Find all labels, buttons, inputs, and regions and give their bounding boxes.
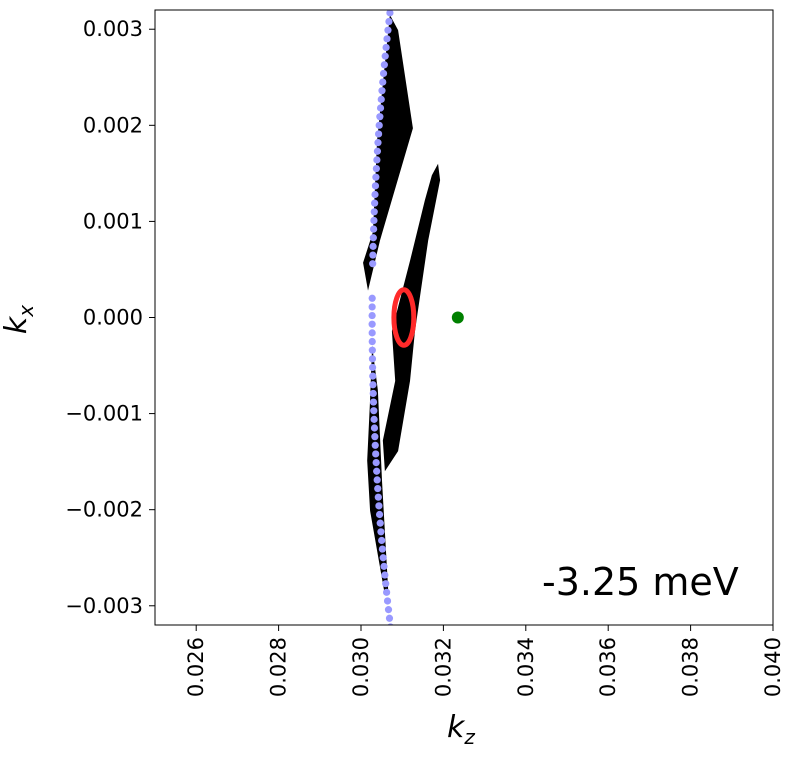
- curve-point: [383, 35, 391, 43]
- y-axis-label: kx: [0, 304, 39, 335]
- y-tick-label: 0.002: [83, 113, 143, 137]
- plot-area: [363, 1, 464, 648]
- curve-point: [373, 467, 381, 475]
- curve-point: [371, 199, 379, 207]
- x-tick-label: 0.028: [267, 637, 291, 697]
- curve-point: [369, 381, 377, 389]
- curve-point: [381, 571, 389, 579]
- curve-point: [385, 17, 393, 26]
- curve-point: [369, 234, 377, 242]
- curve-point: [380, 61, 388, 69]
- curve-point: [384, 606, 393, 614]
- curve-point: [387, 1, 394, 8]
- curve-point: [379, 69, 388, 78]
- curve-point: [387, 623, 394, 625]
- x-tick-label: 0.038: [679, 637, 703, 697]
- curve-point: [381, 52, 389, 60]
- curve-point: [373, 476, 381, 484]
- curve-point: [369, 389, 377, 398]
- curve-point: [368, 337, 376, 346]
- curve-point: [382, 580, 390, 588]
- curve-point: [375, 502, 383, 510]
- curve-point: [375, 121, 383, 129]
- y-tick-label: 0.003: [83, 17, 143, 41]
- curve-point: [369, 242, 377, 250]
- curve-point: [377, 95, 385, 103]
- curve-point: [369, 398, 378, 406]
- curve-point: [368, 329, 376, 337]
- x-tick-label: 0.036: [596, 637, 620, 697]
- fermi-ellipse: [391, 287, 417, 348]
- curve-point: [371, 441, 379, 449]
- curve-point: [386, 10, 394, 17]
- x-axis-label: kz: [447, 710, 475, 749]
- curve-point: [378, 545, 387, 553]
- curve-point: [376, 519, 384, 527]
- curve-point: [378, 536, 386, 545]
- curve-point: [368, 303, 376, 311]
- y-tick-label: −0.002: [65, 498, 143, 522]
- curve-point: [372, 450, 380, 458]
- curve-point: [379, 78, 387, 86]
- curve-point: [369, 372, 377, 380]
- curve-point: [369, 363, 377, 372]
- curve-point: [377, 528, 385, 536]
- x-tick-label: 0.034: [514, 637, 538, 697]
- y-tick-label: 0.001: [83, 209, 143, 233]
- curve-point: [376, 104, 385, 112]
- curve-point: [376, 113, 384, 121]
- curve-point: [383, 588, 391, 596]
- curve-point: [369, 260, 377, 268]
- curve-point: [373, 156, 381, 164]
- curve-point: [368, 320, 376, 328]
- curve-point: [375, 510, 384, 519]
- plot-frame: [154, 9, 774, 626]
- x-tick-label: 0.030: [349, 637, 373, 697]
- curve-point: [374, 493, 382, 501]
- curve-point: [374, 130, 383, 138]
- curve-point: [368, 355, 377, 363]
- curve-point: [380, 562, 388, 570]
- curve-point: [368, 346, 376, 354]
- y-tick-label: 0.000: [83, 306, 143, 330]
- y-tick-label: −0.001: [65, 402, 143, 426]
- curve-point: [379, 554, 387, 562]
- curve-point: [385, 614, 394, 622]
- curve-point: [383, 597, 392, 605]
- curve-point: [368, 294, 376, 302]
- curve-point: [378, 87, 386, 95]
- energy-annotation: -3.25 meV: [542, 560, 739, 604]
- curve-point: [370, 208, 378, 216]
- curve-point: [370, 216, 378, 225]
- curve-point: [370, 407, 378, 415]
- x-tick-label: 0.026: [184, 637, 208, 697]
- curve-point: [374, 484, 382, 493]
- green-point: [451, 311, 464, 324]
- curve-point: [382, 43, 390, 52]
- curve-point: [389, 641, 396, 648]
- curve-point: [388, 632, 395, 639]
- curve-point: [371, 433, 379, 441]
- curve-point: [373, 147, 382, 155]
- curve-point: [370, 415, 378, 423]
- curve-point: [371, 182, 380, 190]
- y-tick-label: −0.003: [65, 594, 143, 618]
- curve-point: [368, 311, 376, 320]
- curve-point: [371, 190, 379, 199]
- curve-point: [372, 173, 380, 181]
- x-tick-label: 0.040: [761, 637, 785, 697]
- x-tick-label: 0.032: [431, 637, 455, 697]
- curve-point: [369, 251, 377, 259]
- curve-point: [370, 424, 379, 432]
- curve-point: [374, 139, 382, 147]
- curve-point: [370, 225, 378, 233]
- curve-point: [372, 459, 380, 467]
- curve-point: [384, 26, 392, 34]
- curve-point: [372, 164, 380, 173]
